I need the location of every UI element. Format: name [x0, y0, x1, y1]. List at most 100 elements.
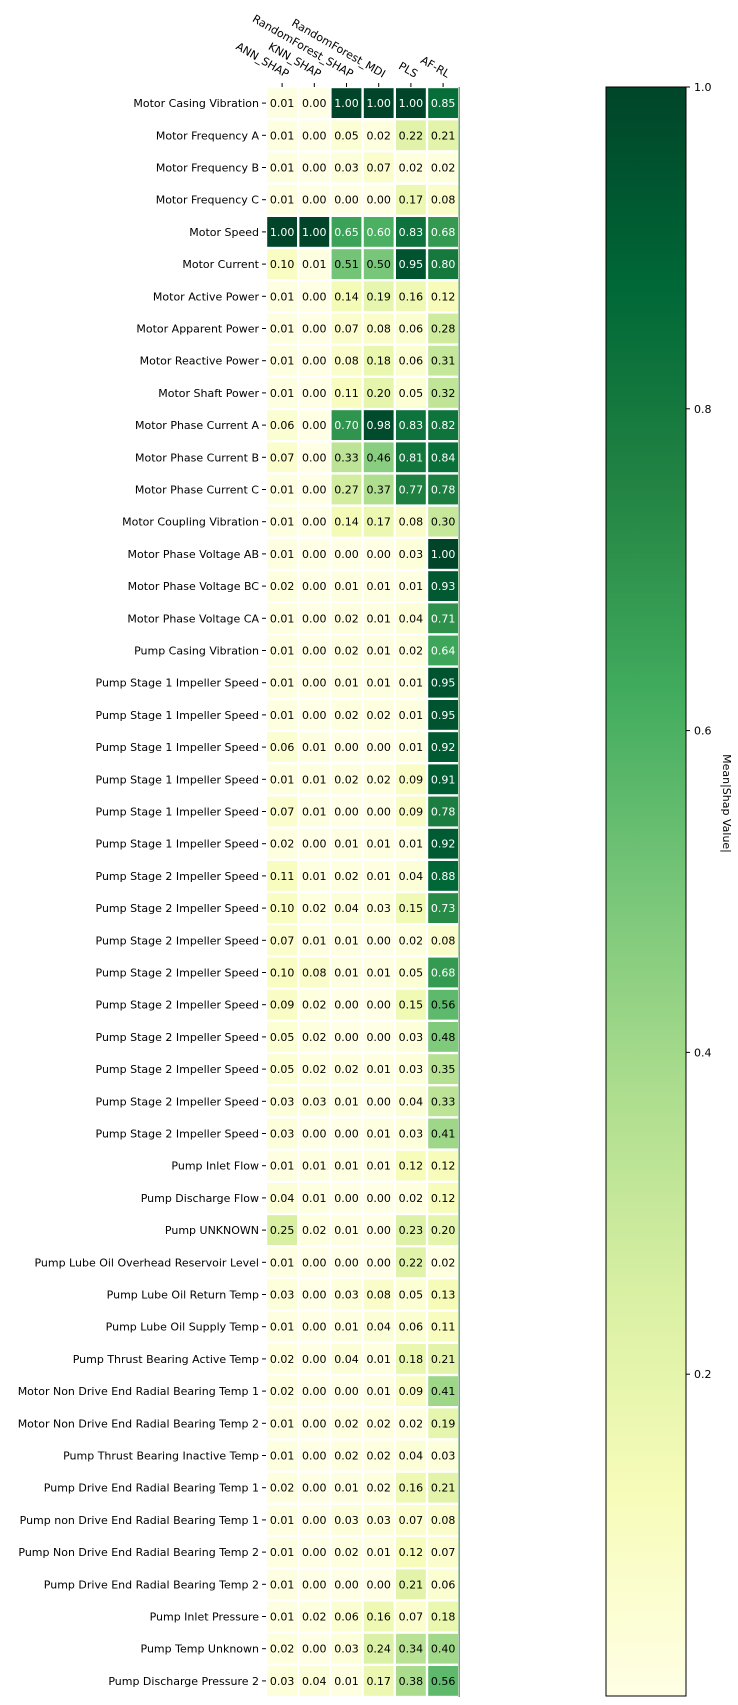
- cell-value-label: 0.41: [431, 1385, 456, 1398]
- cell-value-label: 0.02: [399, 162, 424, 175]
- heatmap-cell: [267, 603, 297, 634]
- heatmap-cell: [428, 506, 458, 537]
- colorbar-gradient: [605, 86, 687, 1697]
- heatmap-cell: [428, 1086, 458, 1117]
- heatmap-cell: [299, 700, 330, 730]
- heatmap-cell: [299, 217, 330, 247]
- cell-value-label: 0.02: [334, 709, 359, 722]
- cell-value-label: 0.12: [431, 1192, 456, 1205]
- heatmap-cell: [396, 635, 426, 666]
- heatmap-cell: [363, 925, 394, 956]
- heatmap-cell: [267, 378, 297, 408]
- cell-value-label: 0.82: [431, 419, 456, 432]
- heatmap-cell: [363, 1118, 394, 1149]
- heatmap-cell: [299, 635, 330, 666]
- cell-value-label: 0.21: [431, 1353, 456, 1366]
- cell-value-label: 0.17: [366, 516, 391, 529]
- cell-value-label: 0.07: [270, 934, 295, 947]
- cell-value-label: 0.05: [399, 1289, 424, 1302]
- heatmap-cell: [267, 925, 297, 956]
- cell-value-label: 0.00: [334, 1385, 359, 1398]
- heatmap-cell: [267, 1376, 297, 1406]
- heatmap-cell: [299, 732, 330, 762]
- heatmap-cell: [299, 1118, 330, 1149]
- heatmap-cell: [396, 828, 426, 859]
- cell-value-label: 0.00: [302, 451, 327, 464]
- heatmap-cell: [299, 88, 330, 118]
- heatmap-cell: [267, 957, 297, 988]
- heatmap-cell: [363, 474, 394, 505]
- cell-value-label: 0.00: [366, 741, 391, 754]
- cell-value-label: 0.00: [334, 548, 359, 561]
- cell-value-label: 0.01: [270, 1611, 295, 1624]
- cell-value-label: 0.71: [431, 612, 456, 625]
- heatmap-cell: [428, 893, 458, 923]
- cell-value-label: 0.95: [431, 709, 456, 722]
- heatmap-cell: [331, 571, 362, 601]
- cell-value-label: 0.95: [431, 677, 456, 690]
- heatmap-cell: [267, 796, 297, 827]
- heatmap-cell: [428, 1440, 458, 1471]
- y-tick-label: Pump UNKNOWN: [165, 1224, 259, 1237]
- cell-value-label: 0.02: [302, 1224, 327, 1237]
- heatmap-cell: [299, 1472, 330, 1503]
- cell-value-label: 0.00: [334, 1192, 359, 1205]
- cell-value-label: 0.07: [334, 323, 359, 336]
- cell-value-label: 0.08: [399, 516, 424, 529]
- cell-value-label: 0.12: [431, 1160, 456, 1173]
- cell-value-label: 0.00: [302, 1482, 327, 1495]
- cell-value-label: 0.15: [399, 999, 424, 1012]
- cell-value-label: 0.46: [366, 451, 391, 464]
- cell-value-label: 0.00: [302, 1417, 327, 1430]
- y-tick-label: Pump Stage 1 Impeller Speed: [96, 709, 259, 722]
- heatmap-cell: [428, 764, 458, 795]
- cell-value-label: 0.10: [270, 902, 295, 915]
- heatmap-cell: [428, 1344, 458, 1374]
- cell-value-label: 0.56: [431, 999, 456, 1012]
- cell-value-label: 0.03: [270, 1128, 295, 1141]
- heatmap-cell: [396, 1472, 426, 1503]
- heatmap-cell: [428, 861, 458, 891]
- heatmap-cell: [331, 506, 362, 537]
- cell-value-label: 0.08: [431, 1514, 456, 1527]
- cell-value-label: 0.03: [399, 1128, 424, 1141]
- cell-value-label: 0.00: [366, 1256, 391, 1269]
- cell-value-label: 0.78: [431, 806, 456, 819]
- heatmap-cell: [428, 1569, 458, 1600]
- heatmap-cell: [396, 442, 426, 473]
- cell-value-label: 0.93: [431, 580, 456, 593]
- heatmap-cell: [299, 1215, 330, 1245]
- cell-value-label: 0.03: [270, 1095, 295, 1108]
- cell-value-label: 0.04: [270, 1192, 295, 1205]
- cell-value-label: 0.01: [302, 1160, 327, 1173]
- cell-value-label: 0.02: [399, 934, 424, 947]
- heatmap-cell: [299, 152, 330, 183]
- cell-value-label: 0.56: [431, 1675, 456, 1688]
- heatmap-cell: [331, 1311, 362, 1342]
- cell-value-label: 0.02: [366, 129, 391, 142]
- y-tick-label: Pump Stage 2 Impeller Speed: [96, 902, 259, 915]
- cell-value-label: 0.01: [270, 387, 295, 400]
- heatmap-cell: [331, 281, 362, 312]
- heatmap-cell: [363, 281, 394, 312]
- cell-value-label: 0.05: [399, 387, 424, 400]
- cell-value-label: 0.01: [270, 1321, 295, 1334]
- heatmap-cell: [267, 345, 297, 376]
- heatmap-cell: [363, 184, 394, 215]
- heatmap-cell: [363, 1054, 394, 1084]
- cell-value-label: 0.00: [302, 1578, 327, 1591]
- cell-value-label: 0.01: [270, 1256, 295, 1269]
- heatmap-cell: [299, 1601, 330, 1632]
- cell-value-label: 0.06: [270, 419, 295, 432]
- cell-value-label: 0.01: [334, 677, 359, 690]
- cell-value-label: 0.01: [270, 194, 295, 207]
- y-tick-label: Motor Non Drive End Radial Bearing Temp …: [18, 1385, 259, 1398]
- heatmap-cell: [428, 410, 458, 440]
- cell-value-label: 0.04: [399, 1450, 424, 1463]
- cell-value-label: 0.01: [270, 1578, 295, 1591]
- heatmap-cell: [299, 378, 330, 408]
- heatmap-cell: [267, 1472, 297, 1503]
- cell-value-label: 0.00: [302, 1643, 327, 1656]
- cell-value-label: 0.01: [399, 677, 424, 690]
- cell-value-label: 0.00: [334, 999, 359, 1012]
